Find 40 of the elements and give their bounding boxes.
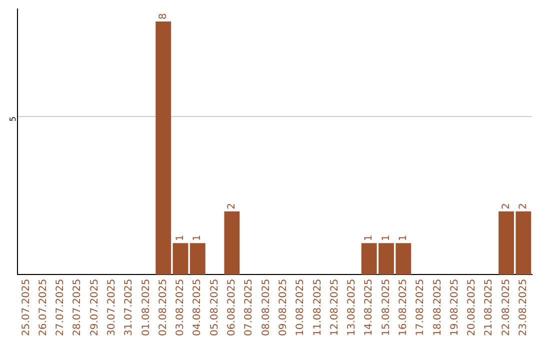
data-label: 1 bbox=[398, 234, 409, 242]
x-tick-label: 15.08.2025 bbox=[380, 278, 392, 336]
x-tick-label: 29.07.2025 bbox=[89, 278, 100, 336]
x-tick-label: 13.08.2025 bbox=[346, 278, 358, 336]
x-tick-label: 04.08.2025 bbox=[192, 278, 204, 336]
x-tick-label: 06.08.2025 bbox=[226, 278, 238, 336]
x-tick-label: 14.08.2025 bbox=[364, 278, 375, 336]
y-tick-label: 5 bbox=[8, 116, 18, 122]
x-tick-label: 01.08.2025 bbox=[140, 278, 152, 336]
data-label: 2 bbox=[500, 203, 512, 210]
x-tick-label: 28.07.2025 bbox=[72, 278, 84, 336]
x-tick-label: 08.08.2025 bbox=[260, 278, 272, 336]
x-tick-label: 09.08.2025 bbox=[278, 278, 289, 336]
x-tick-label: 31.07.2025 bbox=[124, 278, 135, 336]
x-tick-label: 22.08.2025 bbox=[500, 278, 512, 336]
x-tick-label: 03.08.2025 bbox=[175, 278, 186, 336]
x-tick-label: 25.07.2025 bbox=[20, 278, 32, 336]
x-tick-label: 18.08.2025 bbox=[432, 278, 444, 336]
x-tick-label: 27.07.2025 bbox=[55, 278, 66, 336]
data-label: 1 bbox=[364, 234, 375, 242]
x-tick-label: 23.08.2025 bbox=[518, 278, 530, 336]
x-tick-label: 10.08.2025 bbox=[295, 278, 306, 336]
x-tick-label: 30.07.2025 bbox=[106, 278, 118, 336]
x-tick-label: 05.08.2025 bbox=[209, 278, 220, 336]
x-tick-label: 17.08.2025 bbox=[415, 278, 426, 336]
x-tick-label: 02.08.2025 bbox=[158, 278, 169, 336]
x-tick-label: 21.08.2025 bbox=[484, 278, 495, 336]
x-tick-label: 16.08.2025 bbox=[398, 278, 409, 336]
x-tick-label: 19.08.2025 bbox=[449, 278, 460, 336]
data-label: 8 bbox=[158, 13, 169, 20]
x-tick-label: 12.08.2025 bbox=[329, 278, 340, 336]
x-tick-label: 20.08.2025 bbox=[466, 278, 478, 336]
data-label: 2 bbox=[518, 203, 530, 210]
data-label: 1 bbox=[380, 234, 392, 242]
x-tick-label: 07.08.2025 bbox=[244, 278, 255, 336]
x-tick-label: 11.08.2025 bbox=[312, 278, 324, 336]
data-label: 2 bbox=[226, 203, 238, 210]
data-label: 1 bbox=[192, 234, 204, 242]
x-tick-label: 26.07.2025 bbox=[38, 278, 49, 336]
data-label: 1 bbox=[175, 234, 186, 242]
